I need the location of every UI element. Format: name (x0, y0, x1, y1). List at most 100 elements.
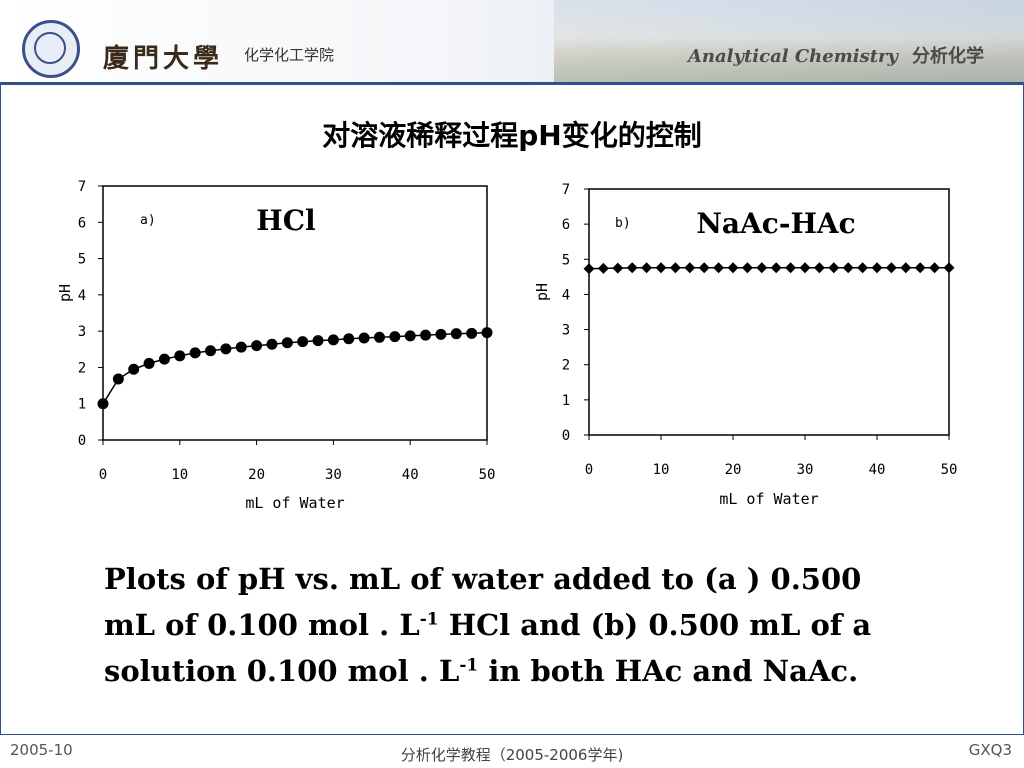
footer-date: 2005-10 (10, 741, 73, 759)
y-tick-label: 4 (78, 288, 86, 304)
data-point (929, 262, 941, 274)
y-tick-label: 0 (78, 433, 86, 449)
y-axis-title: pH (56, 284, 74, 302)
plot-area (102, 185, 488, 441)
data-point (420, 329, 432, 341)
data-point (597, 262, 609, 274)
x-tick-label: 50 (941, 462, 958, 478)
data-point (655, 262, 667, 274)
data-point (684, 262, 696, 274)
data-point (900, 262, 912, 274)
data-point (450, 328, 462, 340)
data-point (641, 262, 653, 274)
course-title: Analytical Chemistry 分析化学 (688, 42, 984, 68)
course-title-en: Analytical Chemistry (687, 46, 898, 67)
caption-line-2a: mL of 0.100 mol . L (104, 608, 420, 642)
x-tick-label: 10 (653, 462, 670, 478)
x-tick-label: 50 (479, 467, 496, 483)
x-tick-label: 30 (797, 462, 814, 478)
figure-caption: Plots of pH vs. mL of water added to (a … (104, 556, 934, 694)
caption-line-3: solution 0.100 mol . L-1 in both HAc and… (104, 648, 934, 694)
data-point (713, 262, 725, 274)
data-point (799, 262, 811, 274)
y-tick-label: 6 (78, 215, 86, 231)
data-point (235, 341, 247, 353)
department-name: 化学化工学院 (244, 46, 335, 64)
data-point (756, 262, 768, 274)
data-point (297, 336, 309, 348)
campus-photo (554, 0, 1024, 82)
footer-course: 分析化学教程（2005-2006学年) (400, 746, 624, 764)
data-point (669, 262, 681, 274)
y-tick-label: 1 (78, 397, 86, 413)
footer-code: GXQ3 (968, 741, 1012, 759)
slide-header: 廈門大學 化学化工学院 Analytical Chemistry 分析化学 (0, 0, 1024, 85)
chart-title: NaAc-HAc (696, 207, 855, 240)
data-point (404, 330, 416, 342)
data-point (871, 262, 883, 274)
data-point (251, 340, 263, 352)
caption-line-2b: HCl and (b) 0.500 mL of a (438, 608, 872, 642)
y-tick-label: 7 (78, 179, 86, 195)
data-point (97, 398, 109, 410)
data-point (583, 263, 595, 275)
data-point (914, 262, 926, 274)
university-name: 廈門大學 (103, 44, 224, 74)
data-point (189, 347, 201, 359)
y-axis-title: pH (533, 283, 551, 301)
data-point (741, 262, 753, 274)
caption-line-1: Plots of pH vs. mL of water added to (a … (104, 562, 862, 596)
x-axis-title: mL of Water (719, 490, 818, 508)
x-tick-label: 0 (585, 462, 593, 478)
x-tick-label: 30 (325, 467, 342, 483)
caption-line-3a: solution 0.100 mol . L (104, 654, 460, 688)
y-tick-label: 2 (562, 358, 570, 374)
data-point (466, 327, 478, 339)
data-point (143, 357, 155, 369)
x-tick-label: 40 (869, 462, 886, 478)
caption-sup-2: -1 (459, 655, 479, 676)
panel-label: b) (615, 216, 631, 231)
data-point (389, 331, 401, 343)
data-point (943, 262, 955, 274)
data-point (373, 331, 385, 343)
course-title-cn: 分析化学 (912, 46, 984, 67)
y-tick-label: 6 (562, 217, 570, 233)
x-tick-label: 20 (725, 462, 742, 478)
data-point (770, 262, 782, 274)
caption-line-3b: in both HAc and NaAc. (478, 654, 859, 688)
data-point (343, 333, 355, 345)
data-point (358, 332, 370, 344)
data-point (727, 262, 739, 274)
data-point (112, 373, 124, 385)
x-tick-label: 40 (402, 467, 419, 483)
x-tick-label: 20 (248, 467, 265, 483)
y-tick-label: 3 (562, 323, 570, 339)
panel-label: a) (140, 213, 156, 228)
data-point (327, 334, 339, 346)
data-point (785, 262, 797, 274)
data-point (481, 327, 493, 339)
data-point (828, 262, 840, 274)
data-point (885, 262, 897, 274)
data-point (205, 345, 217, 357)
plot-area (588, 188, 950, 436)
y-tick-label: 0 (562, 428, 570, 444)
data-point (174, 350, 186, 362)
data-point (281, 337, 293, 349)
data-point (128, 363, 140, 375)
caption-line-2: mL of 0.100 mol . L-1 HCl and (b) 0.500 … (104, 602, 934, 648)
x-axis-title: mL of Water (245, 494, 344, 512)
y-tick-label: 4 (562, 287, 570, 303)
y-tick-label: 2 (78, 360, 86, 376)
chart-title: HCl (256, 204, 315, 237)
y-tick-label: 5 (562, 252, 570, 268)
data-point (266, 338, 278, 350)
data-point (813, 262, 825, 274)
x-tick-label: 10 (171, 467, 188, 483)
caption-sup-1: -1 (419, 609, 439, 630)
data-point (612, 262, 624, 274)
data-point (158, 353, 170, 365)
